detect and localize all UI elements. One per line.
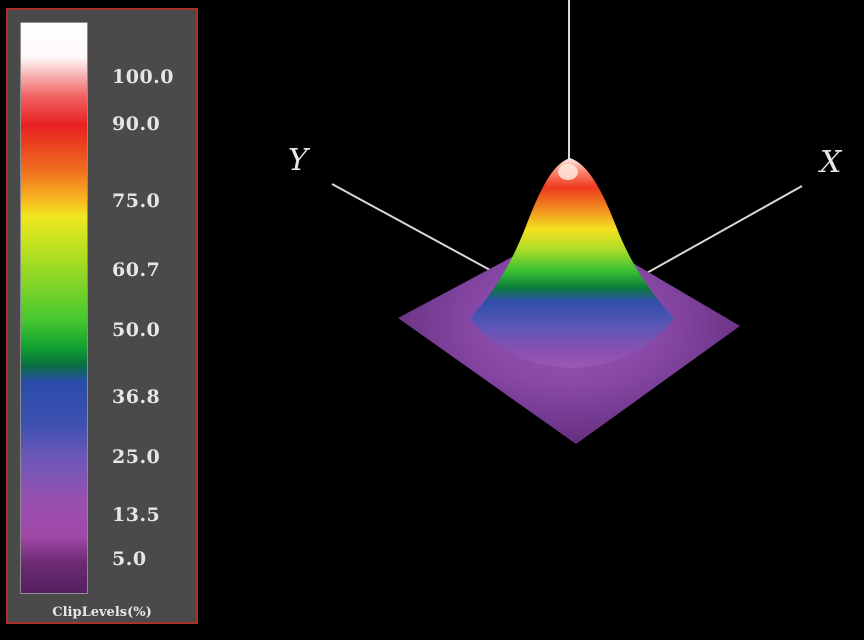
surface-plot-area: Y X xyxy=(200,0,864,636)
tick-label-60-7: 60.7 xyxy=(112,259,161,281)
tick-label-13-5: 13.5 xyxy=(112,504,161,526)
tick-label-25: 25.0 xyxy=(112,446,161,468)
tick-label-5: 5.0 xyxy=(112,548,147,570)
tick-label-36-8: 36.8 xyxy=(112,386,161,408)
y-axis-line xyxy=(331,183,491,271)
color-legend: 100.0 90.0 75.0 60.7 50.0 36.8 25.0 13.5… xyxy=(6,8,198,624)
surface-peak-highlight xyxy=(558,164,578,180)
surface-plot xyxy=(331,0,803,444)
tick-label-50: 50.0 xyxy=(112,319,161,341)
surface-peak xyxy=(470,158,674,368)
tick-label-75: 75.0 xyxy=(112,190,161,212)
axis-label-x: X xyxy=(820,145,842,180)
axis-label-y: Y xyxy=(288,143,308,178)
x-axis-line xyxy=(644,185,803,275)
colorbar xyxy=(20,22,88,594)
tick-label-90: 90.0 xyxy=(112,113,161,135)
tick-label-100: 100.0 xyxy=(112,66,174,88)
legend-title: ClipLevels(%) xyxy=(52,605,152,620)
